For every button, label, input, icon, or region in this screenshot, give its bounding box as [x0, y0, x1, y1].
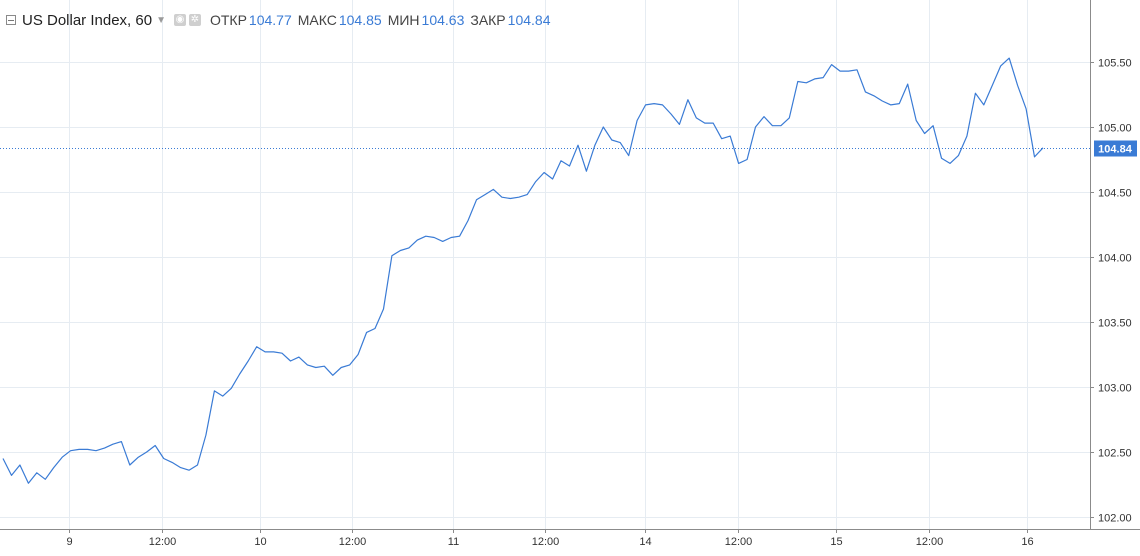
y-tick-label: 104.00 [1098, 253, 1132, 265]
close-label: ЗАКР [470, 12, 506, 28]
price-series-line [2, 57, 1044, 484]
x-tick-label: 11 [448, 536, 459, 548]
x-tick-label: 16 [1021, 536, 1033, 548]
y-tick-label: 103.50 [1098, 318, 1132, 330]
y-tick-label: 102.50 [1098, 448, 1132, 460]
y-tick-label: 104.50 [1098, 188, 1132, 200]
chevron-down-icon[interactable]: ▼ [156, 14, 166, 26]
y-tick-label: 105.00 [1098, 123, 1132, 135]
open-label: ОТКР [209, 12, 247, 28]
x-tick-label: 12:00 [725, 536, 753, 548]
low-label: МИН [387, 12, 420, 28]
chart-legend: US Dollar Index, 60 ▼ ◉ ✲ ОТКР 104.77 МА… [6, 10, 550, 30]
symbol-label[interactable]: US Dollar Index, 60 [22, 11, 153, 29]
x-tick-label: 9 [66, 536, 72, 548]
last-price-badge [1094, 140, 1137, 157]
y-tick-label: 103.00 [1098, 383, 1132, 395]
high-value: 104.85 [338, 12, 382, 28]
x-tick-label: 12:00 [149, 536, 177, 548]
y-tick-label: 105.50 [1098, 58, 1132, 70]
x-tick-label: 10 [254, 536, 266, 548]
last-price-badge-label: 104.84 [1098, 144, 1133, 156]
eye-icon[interactable]: ◉ [173, 14, 186, 26]
close-value: 104.84 [507, 12, 551, 28]
x-tick-label: 15 [830, 536, 842, 548]
collapse-legend-icon[interactable] [6, 15, 16, 25]
low-value: 104.63 [421, 12, 465, 28]
x-tick-label: 12:00 [916, 536, 944, 548]
open-value: 104.77 [248, 12, 292, 28]
x-tick-label: 14 [639, 536, 651, 548]
x-tick-label: 12:00 [532, 536, 560, 548]
y-tick-label: 102.00 [1098, 513, 1132, 525]
x-tick-label: 12:00 [339, 536, 367, 548]
high-label: МАКС [297, 12, 337, 28]
gear-icon[interactable]: ✲ [188, 14, 201, 26]
